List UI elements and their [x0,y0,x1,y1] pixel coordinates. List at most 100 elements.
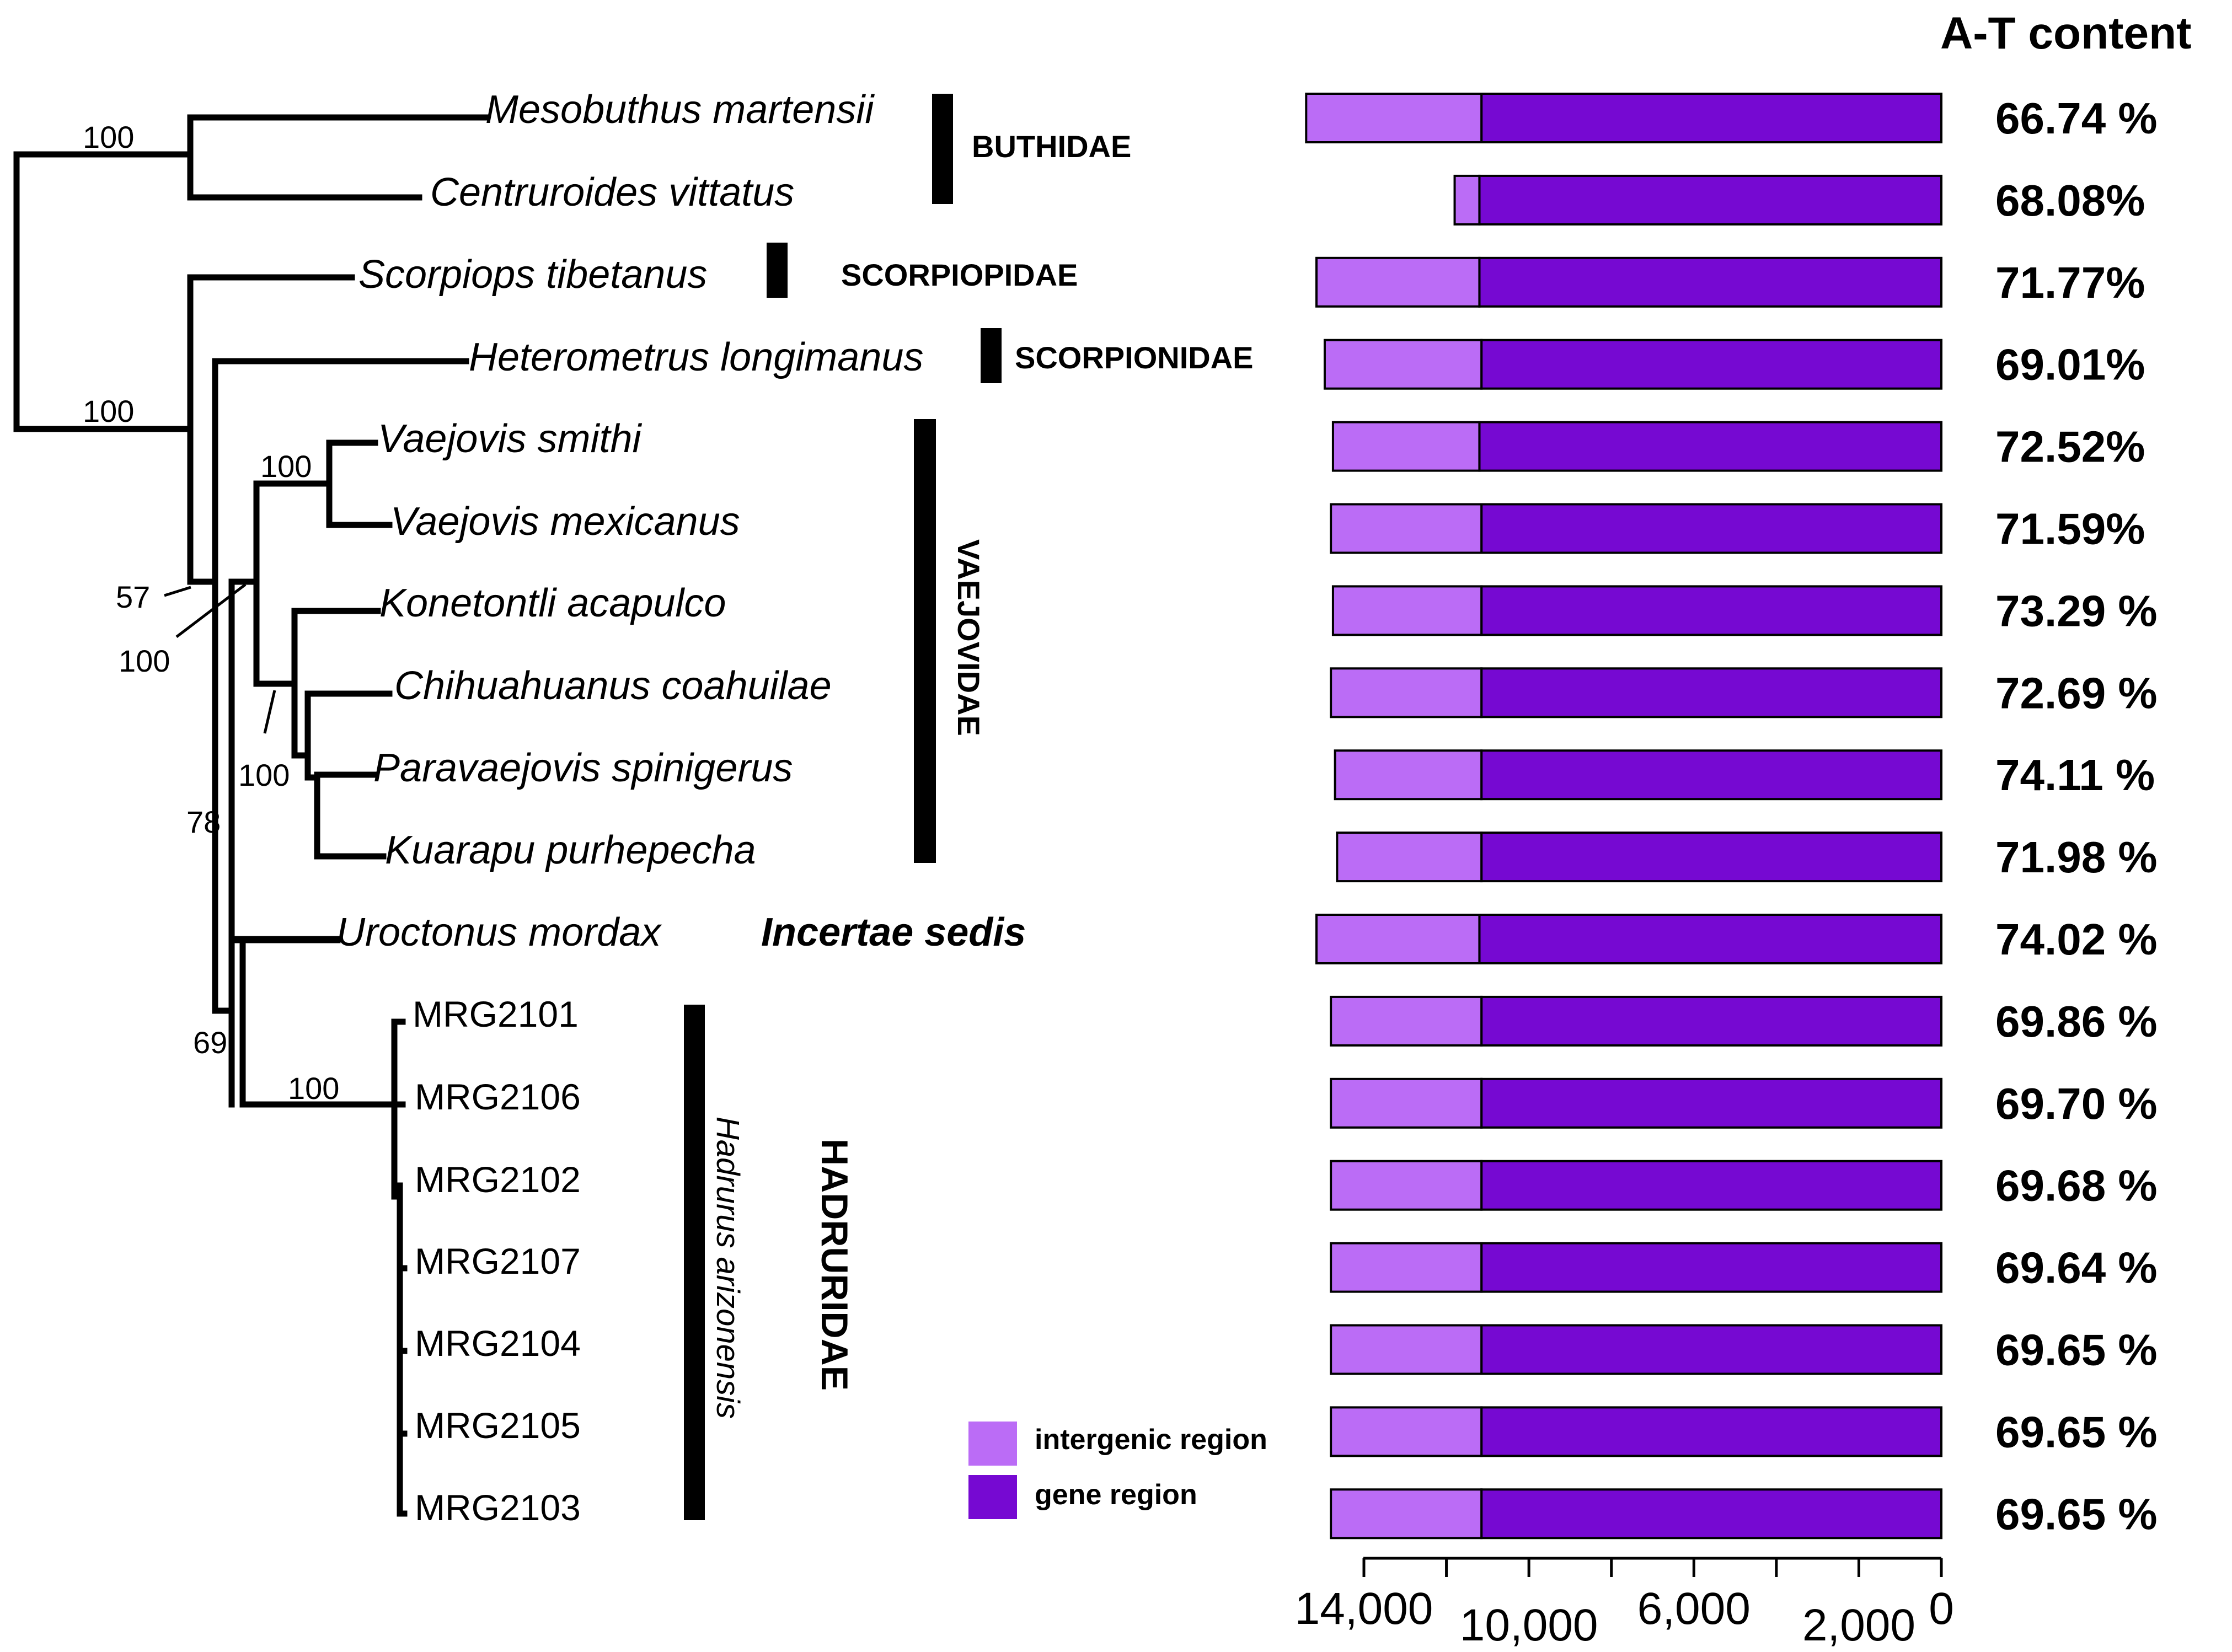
family-label: BUTHIDAE [972,129,1131,164]
family-label: Incertae sedis [761,910,1026,954]
bar-gene-region [1478,421,1942,472]
taxon-label: Vaejovis smithi [378,417,642,461]
at-content-label: 69.68 % [1995,1161,2158,1210]
taxon-label: Paravaejovis spinigerus [373,746,793,790]
bootstrap-value: 100 [83,120,134,154]
legend-swatch-gene [968,1475,1017,1519]
taxon-label: Vaejovis mexicanus [390,500,740,544]
bar-chart: 66.74 % 68.08% 71.77% 69.01% 72.52% 71.59% 73.… [1305,93,2158,1540]
bar-gene-region [1480,667,1943,718]
family-bar [684,1005,705,1520]
bar-gene-region [1480,1077,1943,1129]
x-tick-label: 2,000 [1802,1600,1915,1650]
family-label: SCORPIONIDAE [1015,340,1254,375]
bar-intergenic-region [1330,1324,1483,1375]
bar-gene-region [1480,832,1943,883]
at-content-label: 71.77% [1995,258,2145,307]
species-group-label: Hadrurus arizonensis [710,1117,746,1419]
legend-label-gene: gene region [1035,1479,1197,1511]
taxon-label: Heterometrus longimanus [469,335,923,379]
x-axis: 14,000 10,000 6,000 2,000 0 [1295,1557,1954,1650]
taxon-label: Uroctonus mordax [336,910,662,954]
family-bar [767,243,788,298]
at-content-label: 74.11 % [1995,750,2155,800]
bar-gene-region [1480,1324,1943,1375]
bootstrap-labels: 100 100 100 57 100 100 78 69 100 [83,120,339,1106]
family-label: SCORPIOPIDAE [841,258,1078,292]
taxon-label: Konetontli acapulco [379,581,726,625]
bar-intergenic-region [1305,93,1483,143]
legend-label-intergenic: intergenic region [1035,1424,1267,1456]
at-content-label: 72.52% [1995,422,2145,471]
bar-intergenic-region [1330,1160,1483,1211]
at-content-label: 74.02 % [1995,915,2158,964]
family-label: VAEJOVIDAE [951,539,986,736]
family-annotations: BUTHIDAE SCORPIOPIDAE SCORPIONIDAE VAEJO… [684,94,1254,1520]
at-content-label: 69.70 % [1995,1079,2158,1128]
x-tick-label: 14,000 [1295,1584,1433,1634]
bar-gene-region [1480,1242,1943,1293]
taxon-label: MRG2106 [415,1076,581,1117]
bar-gene-region [1480,749,1943,801]
taxon-label: MRG2102 [415,1159,581,1200]
at-content-label: 71.59% [1995,505,2145,554]
legend-swatch-intergenic [968,1422,1017,1466]
at-content-label: 71.98 % [1995,833,2158,882]
bootstrap-value: 100 [83,394,134,428]
bootstrap-value: 78 [186,804,221,839]
family-bar [932,94,953,204]
bar-gene-region [1480,339,1943,390]
at-content-label: 69.01% [1995,340,2145,389]
taxon-label: Centruroides vittatus [430,170,794,214]
taxon-label: MRG2107 [415,1241,581,1281]
x-tick-label: 6,000 [1637,1584,1751,1634]
x-tick-label: 0 [1929,1584,1954,1634]
legend: intergenic region gene region [968,1422,1267,1519]
bar-intergenic-region [1331,421,1481,472]
taxon-label: MRG2105 [415,1405,581,1446]
bar-gene-region [1478,256,1942,308]
chart-title: A-T content [1940,8,2191,58]
at-content-label: 69.65 % [1995,1489,2158,1538]
bar-intergenic-region [1315,914,1481,964]
at-content-label: 72.69 % [1995,668,2158,717]
bar-intergenic-region [1334,749,1483,801]
bootstrap-value: 100 [119,643,170,678]
bar-gene-region [1480,1488,1943,1540]
bar-intergenic-region [1330,503,1483,554]
at-content-label: 66.74 % [1995,94,2158,143]
bar-intergenic-region [1330,1077,1483,1129]
at-content-label: 69.86 % [1995,997,2158,1046]
bar-intergenic-region [1330,667,1483,718]
taxon-label: MRG2101 [413,994,579,1034]
bar-intergenic-region [1323,339,1483,390]
at-content-label: 68.08% [1995,176,2145,225]
taxon-label: Mesobuthus martensii [485,88,875,132]
bar-gene-region [1480,1406,1943,1457]
taxon-label: Chihuahuanus coahuilae [394,664,832,708]
bootstrap-value: 69 [193,1025,227,1060]
family-bar [981,328,1002,383]
bootstrap-value: 57 [116,580,150,614]
bar-intergenic-region [1330,1406,1483,1457]
at-content-label: 69.65 % [1995,1326,2158,1375]
bar-intergenic-region [1330,1242,1483,1293]
taxon-label: Kuarapu purhepecha [385,828,756,872]
family-label: HADRURIDAE [813,1139,855,1391]
bar-intergenic-region [1331,585,1483,636]
bootstrap-value: 100 [288,1071,339,1106]
at-content-label: 69.64 % [1995,1243,2158,1292]
bar-gene-region [1480,995,1943,1047]
bar-gene-region [1478,914,1942,964]
at-content-label: 73.29 % [1995,586,2158,635]
bar-gene-region [1480,585,1943,636]
bootstrap-value: 100 [238,758,290,792]
bar-gene-region [1478,174,1942,226]
bar-gene-region [1480,503,1943,554]
bar-intergenic-region [1315,256,1481,308]
bar-intergenic-region [1330,1488,1483,1540]
taxon-label: Scorpiops tibetanus [358,253,707,297]
family-bar [914,419,936,863]
x-tick-label: 10,000 [1460,1600,1598,1650]
